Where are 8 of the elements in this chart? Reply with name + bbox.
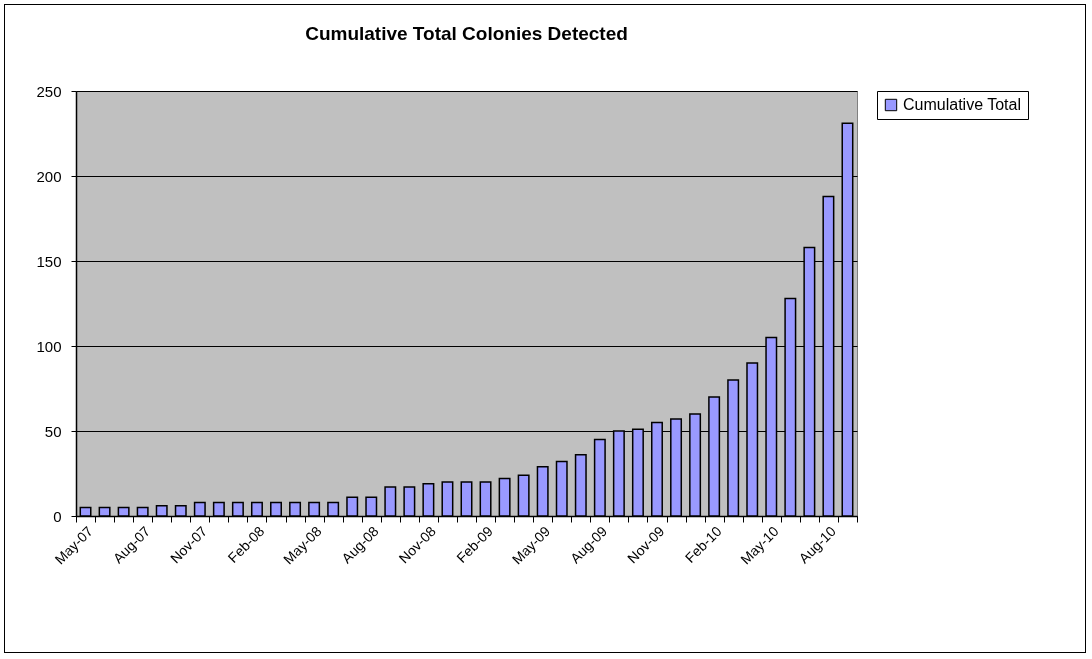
y-tick-label: 150 — [36, 252, 62, 270]
y-tick-label: 200 — [36, 167, 62, 185]
y-tick-label: 50 — [44, 422, 62, 440]
y-tick-label: 0 — [53, 507, 62, 525]
legend-label: Cumulative Total — [903, 96, 1021, 113]
y-tick-label: 100 — [36, 337, 62, 355]
chart-title: Cumulative Total Colonies Detected — [305, 23, 628, 44]
y-tick-label: 250 — [36, 82, 62, 100]
